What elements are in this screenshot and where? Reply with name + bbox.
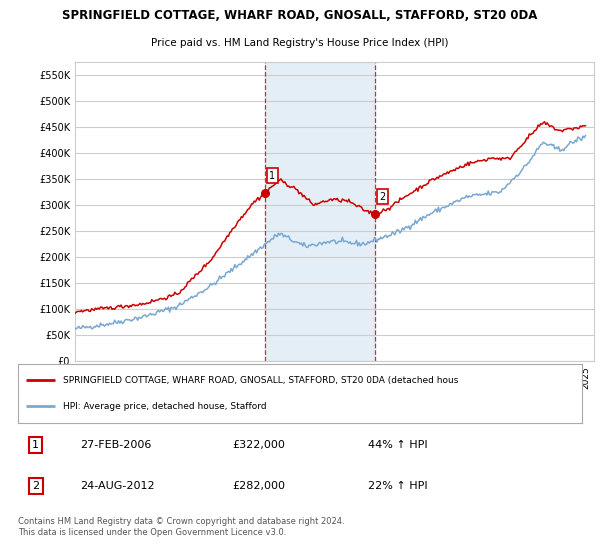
Text: Price paid vs. HM Land Registry's House Price Index (HPI): Price paid vs. HM Land Registry's House … [151, 38, 449, 48]
Bar [265, 62, 376, 361]
Text: 27-FEB-2006: 27-FEB-2006 [80, 440, 151, 450]
Text: £282,000: £282,000 [232, 481, 286, 491]
Text: SPRINGFIELD COTTAGE, WHARF ROAD, GNOSALL, STAFFORD, ST20 0DA: SPRINGFIELD COTTAGE, WHARF ROAD, GNOSALL… [62, 9, 538, 22]
Text: 22% ↑ HPI: 22% ↑ HPI [368, 481, 427, 491]
Text: SPRINGFIELD COTTAGE, WHARF ROAD, GNOSALL, STAFFORD, ST20 0DA (detached hous: SPRINGFIELD COTTAGE, WHARF ROAD, GNOSALL… [63, 376, 458, 385]
Text: 1: 1 [32, 440, 39, 450]
Text: 2: 2 [32, 481, 39, 491]
Text: 1: 1 [269, 171, 275, 181]
Text: £322,000: £322,000 [232, 440, 285, 450]
Text: Contains HM Land Registry data © Crown copyright and database right 2024.
This d: Contains HM Land Registry data © Crown c… [18, 517, 344, 536]
Text: 24-AUG-2012: 24-AUG-2012 [80, 481, 155, 491]
Text: 44% ↑ HPI: 44% ↑ HPI [368, 440, 427, 450]
Text: 2: 2 [380, 192, 386, 202]
Text: HPI: Average price, detached house, Stafford: HPI: Average price, detached house, Staf… [63, 402, 267, 411]
